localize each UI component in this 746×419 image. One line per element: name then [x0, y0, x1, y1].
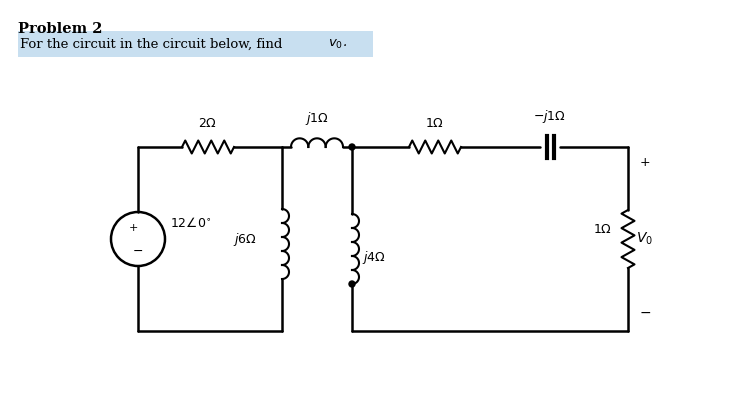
Text: $j4\Omega$: $j4\Omega$ — [362, 248, 386, 266]
Text: −: − — [133, 245, 143, 258]
Text: $-j1\Omega$: $-j1\Omega$ — [533, 108, 566, 125]
FancyBboxPatch shape — [18, 31, 373, 57]
Text: $2\Omega$: $2\Omega$ — [198, 117, 218, 130]
Text: $12\angle 0^{\circ}$: $12\angle 0^{\circ}$ — [170, 216, 211, 230]
Circle shape — [349, 144, 355, 150]
Circle shape — [349, 281, 355, 287]
Text: $V_0$: $V_0$ — [636, 231, 653, 247]
Text: +: + — [640, 155, 651, 168]
Text: $1\Omega$: $1\Omega$ — [425, 117, 445, 130]
Text: +: + — [128, 223, 138, 233]
Text: $j1\Omega$: $j1\Omega$ — [305, 110, 329, 127]
Text: $j6\Omega$: $j6\Omega$ — [233, 230, 257, 248]
Text: For the circuit in the circuit below, find: For the circuit in the circuit below, fi… — [20, 37, 286, 51]
Text: $v_0$.: $v_0$. — [328, 37, 347, 51]
Text: $1\Omega$: $1\Omega$ — [593, 222, 612, 235]
Text: Problem 2: Problem 2 — [18, 22, 102, 36]
Text: −: − — [640, 306, 651, 320]
